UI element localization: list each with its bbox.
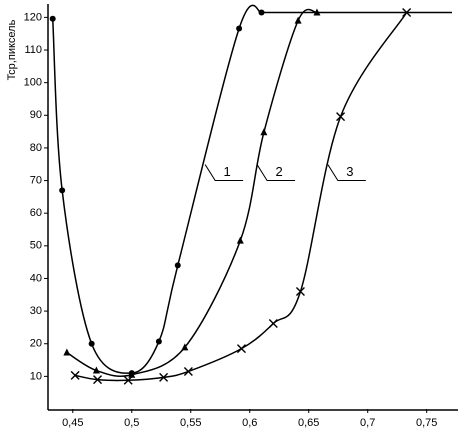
x-tick-label: 0,5	[124, 417, 139, 429]
marker	[181, 343, 189, 351]
marker	[336, 112, 346, 122]
marker	[92, 366, 100, 374]
series-line	[66, 8, 318, 377]
y-tick-label: 20	[30, 338, 42, 350]
y-axis-title: Tcp,пиксель	[6, 19, 18, 80]
x-tick-label: 0,45	[62, 417, 83, 429]
marker	[260, 128, 268, 136]
curve-label: 3	[346, 164, 353, 179]
x-tick-label: 0,75	[416, 417, 437, 429]
marker	[59, 187, 66, 194]
marker	[49, 15, 56, 22]
y-tick-label: 60	[30, 207, 42, 219]
marker	[174, 262, 181, 269]
x-tick-label: 0,7	[360, 417, 375, 429]
marker	[128, 370, 136, 378]
y-tick-label: 90	[30, 109, 42, 121]
x-tick-label: 0,65	[298, 417, 319, 429]
y-tick-label: 40	[30, 272, 42, 284]
marker	[123, 375, 133, 385]
marker	[183, 366, 193, 376]
marker	[159, 372, 169, 382]
marker	[93, 375, 103, 385]
marker	[295, 287, 305, 297]
marker	[63, 348, 71, 356]
marker	[236, 25, 243, 32]
marker	[268, 319, 278, 328]
series-line	[51, 4, 263, 374]
marker	[155, 338, 162, 345]
x-tick-label: 0,55	[180, 417, 201, 429]
marker	[294, 16, 302, 24]
marker	[236, 344, 246, 354]
x-tick-label: 0,6	[242, 417, 257, 429]
leader-line	[204, 164, 244, 182]
y-tick-label: 30	[30, 305, 42, 317]
leader-line	[327, 164, 366, 182]
marker	[70, 370, 80, 380]
y-tick-label: 110	[24, 44, 42, 56]
y-tick-label: 100	[24, 77, 42, 89]
y-tick-label: 70	[30, 174, 42, 186]
curve-label: 2	[275, 164, 282, 179]
series-line	[74, 12, 408, 382]
curve-label: 1	[224, 164, 231, 179]
marker	[88, 340, 95, 347]
marker	[236, 236, 244, 244]
y-tick-label: 10	[30, 370, 42, 382]
y-tick-label: 120	[24, 11, 42, 23]
y-tick-label: 50	[30, 240, 42, 252]
leader-line	[256, 164, 296, 182]
y-tick-label: 80	[30, 142, 42, 154]
